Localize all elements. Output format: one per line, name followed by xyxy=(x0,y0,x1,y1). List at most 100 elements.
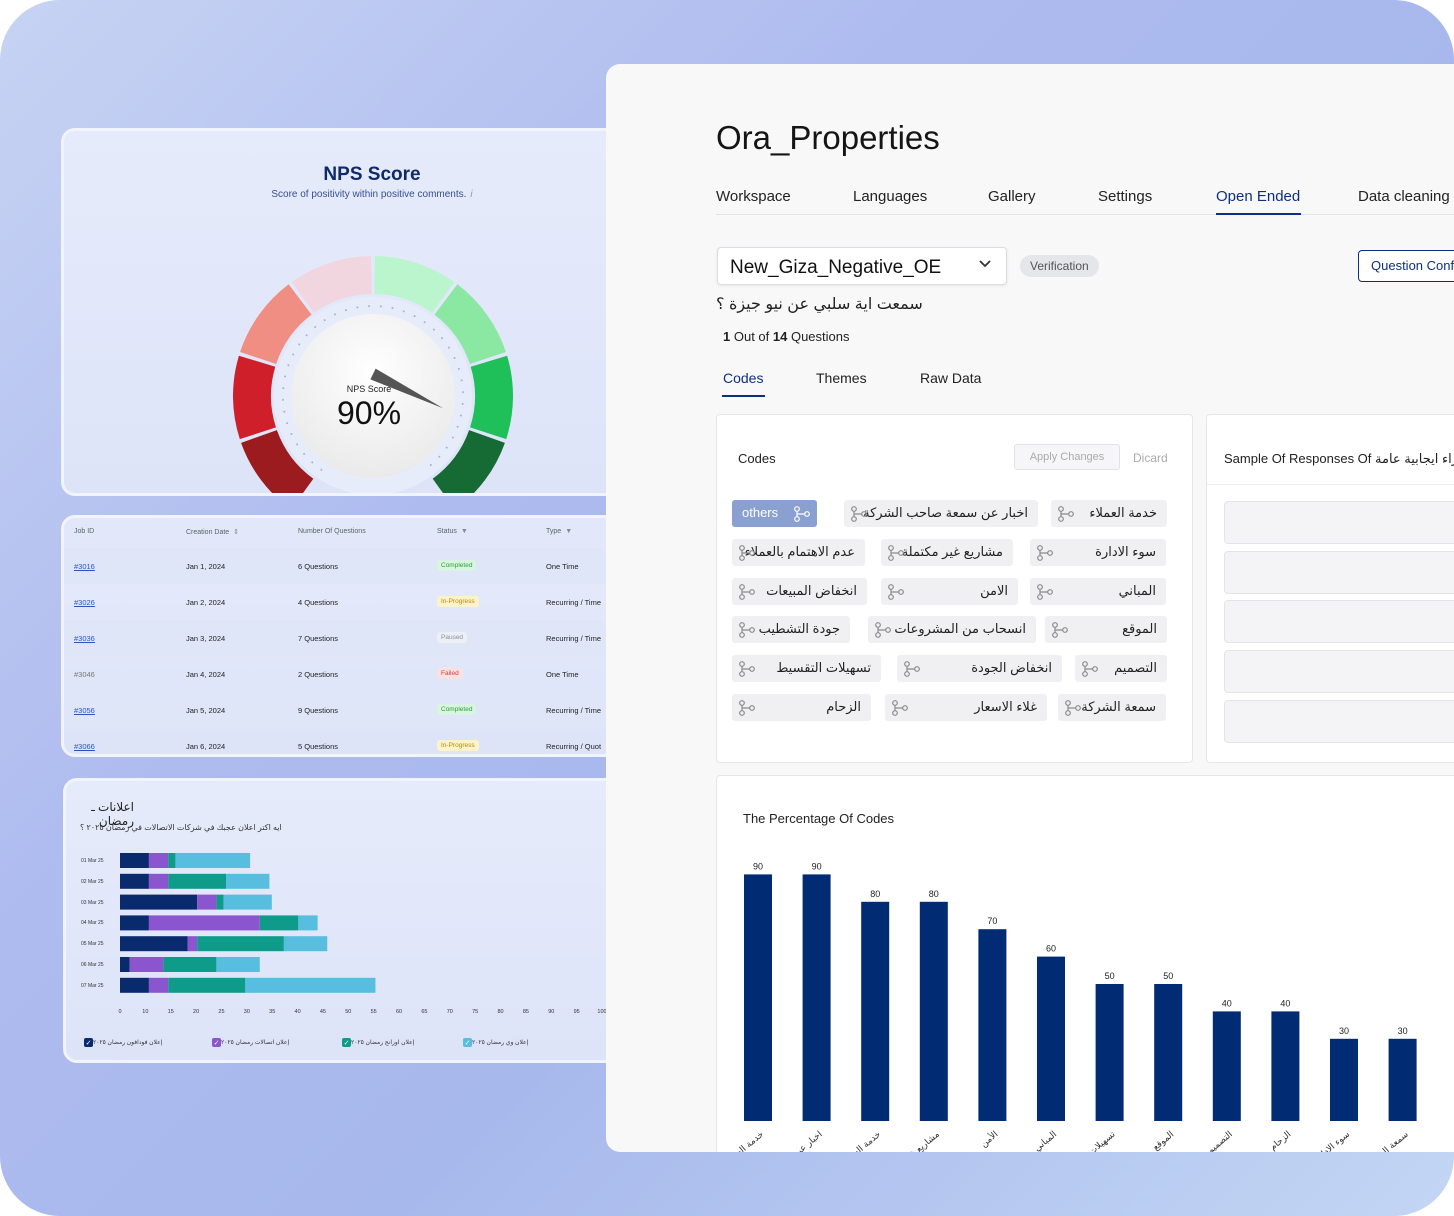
code-chip[interactable]: المباني xyxy=(1030,577,1166,605)
sort-icon[interactable]: ⇕ xyxy=(233,529,240,536)
question-counter-mid: Out of xyxy=(730,329,773,344)
table-row[interactable]: #3046 Jan 4, 2024 2 Questions Failed One Tim… xyxy=(64,656,618,692)
merge-icon[interactable] xyxy=(1036,544,1054,561)
header-status[interactable]: Status ▼ xyxy=(437,528,468,535)
subtab-themes[interactable]: Themes xyxy=(816,370,867,386)
code-label: الزحام xyxy=(826,699,861,714)
merge-icon[interactable] xyxy=(1057,506,1075,522)
question-count: 5 Questions xyxy=(298,742,339,751)
subtab-raw-data[interactable]: Raw Data xyxy=(920,370,982,386)
filter-icon[interactable]: ▼ xyxy=(460,528,468,535)
code-chip[interactable]: غلاء الاسعار xyxy=(885,694,1047,721)
merge-icon[interactable] xyxy=(738,583,756,600)
merge-icon[interactable] xyxy=(850,506,868,522)
checkbox-icon[interactable]: ✓ xyxy=(212,1038,221,1047)
code-chip[interactable]: سمعة الشركة xyxy=(1058,694,1166,721)
job-id-link[interactable]: #3066 xyxy=(74,742,95,751)
legend-item[interactable]: ✓ إعلان اورانج رمضان ٢٠٢٥ xyxy=(338,1038,414,1047)
info-icon[interactable]: i xyxy=(470,189,473,200)
header-type[interactable]: Type ▼ xyxy=(546,528,572,535)
merge-icon[interactable] xyxy=(1081,661,1099,678)
discard-button[interactable]: Dicard xyxy=(1133,451,1168,465)
apply-changes-button[interactable]: Apply Changes xyxy=(1014,444,1120,470)
merge-icon[interactable] xyxy=(891,700,909,716)
y-tick-label: 03 Mar 25 xyxy=(81,899,104,906)
question-counter-suffix: Questions xyxy=(787,329,850,344)
tab-workspace[interactable]: Workspace xyxy=(716,188,791,205)
job-id-link[interactable]: #3056 xyxy=(74,706,95,715)
table-row[interactable]: #3016 Jan 1, 2024 6 Questions Completed One … xyxy=(64,548,618,584)
legend-item[interactable]: ✓ إعلان وي رمضان ٢٠٢٥ xyxy=(459,1038,528,1047)
sample-response-item[interactable] xyxy=(1224,501,1454,544)
code-chip[interactable]: التصميم xyxy=(1075,655,1167,683)
gauge-segment xyxy=(241,430,314,493)
code-chip[interactable]: الموقع xyxy=(1045,616,1167,644)
merge-icon[interactable] xyxy=(903,661,921,678)
checkbox-icon[interactable]: ✓ xyxy=(463,1038,472,1047)
sample-response-item[interactable] xyxy=(1224,650,1454,693)
gauge-tick xyxy=(402,310,405,313)
table-row[interactable]: #3026 Jan 2, 2024 4 Questions In-Progress Re… xyxy=(64,584,618,620)
filter-icon[interactable]: ▼ xyxy=(565,528,573,535)
tab-data-cleaning[interactable]: Data cleaning xyxy=(1358,188,1450,205)
legend-item[interactable]: ✓ إعلان فودافون رمضان ٢٠٢٥ xyxy=(80,1038,162,1047)
header-creation-date[interactable]: Creation Date ⇕ xyxy=(186,528,239,536)
x-tick-label: التصميم xyxy=(1206,1130,1235,1152)
dataset-select-value: New_Giza_Negative_OE xyxy=(730,257,942,278)
tab-gallery[interactable]: Gallery xyxy=(988,188,1036,205)
code-chip[interactable]: الامن xyxy=(881,577,1018,605)
code-chip[interactable]: انخفاض الجودة xyxy=(897,655,1062,683)
checkbox-icon[interactable]: ✓ xyxy=(84,1038,93,1047)
bar-value-label: 50 xyxy=(1163,971,1173,981)
tab-settings[interactable]: Settings xyxy=(1098,188,1153,205)
merge-icon[interactable] xyxy=(738,622,756,639)
merge-icon[interactable] xyxy=(1064,700,1082,716)
nps-card: NPS Score Score of positivity within pos… xyxy=(61,128,621,496)
code-label: انخفاض المبيعات xyxy=(766,582,857,598)
code-chip[interactable]: تسهيلات التقسيط xyxy=(732,655,881,683)
job-id-link[interactable]: #3036 xyxy=(74,634,95,643)
code-chip[interactable]: خدمة العملاء xyxy=(1051,500,1167,527)
checkbox-icon[interactable]: ✓ xyxy=(342,1038,351,1047)
merge-icon[interactable] xyxy=(738,661,756,678)
gauge-tick xyxy=(283,410,286,413)
code-label: others xyxy=(742,505,779,520)
sample-response-item[interactable] xyxy=(1224,700,1454,743)
job-id-link[interactable]: #3016 xyxy=(74,562,95,571)
merge-icon[interactable] xyxy=(793,506,811,522)
merge-icon[interactable] xyxy=(738,544,756,561)
merge-icon[interactable] xyxy=(887,544,905,561)
gauge-face xyxy=(291,314,455,478)
merge-icon[interactable] xyxy=(738,700,756,716)
code-chip[interactable]: جودة التشطيب xyxy=(732,616,850,644)
code-chip[interactable]: انخفاض المبيعات xyxy=(732,577,867,605)
subtab-codes[interactable]: Codes xyxy=(723,370,764,386)
gauge-tick xyxy=(438,455,441,458)
merge-icon[interactable] xyxy=(1051,622,1069,639)
code-chip[interactable]: اخبار عن سمعة صاحب الشركة xyxy=(844,500,1038,527)
legend-item[interactable]: ✓ إعلان اتصالات رمضان ٢٠٢٥ xyxy=(208,1038,289,1047)
code-chip[interactable]: سوء الادارة xyxy=(1030,538,1166,566)
code-chip[interactable]: انسحاب من المشروعات xyxy=(868,616,1036,644)
job-id-link[interactable]: #3026 xyxy=(74,598,95,607)
dataset-select[interactable]: New_Giza_Negative_OE xyxy=(717,247,1007,285)
merge-icon[interactable] xyxy=(874,622,892,639)
merge-icon[interactable] xyxy=(1036,583,1054,600)
merge-icon[interactable] xyxy=(887,583,905,600)
job-type: Recurring / Time xyxy=(546,634,602,643)
code-chip[interactable]: عدم الاهتمام بالعملاء xyxy=(732,538,865,566)
gauge-tick xyxy=(451,436,454,439)
tab-open-ended[interactable]: Open Ended xyxy=(1216,188,1301,205)
x-tick-label: 85 xyxy=(522,1009,529,1015)
table-row[interactable]: #3066 Jan 6, 2024 5 Questions In-Progress Re… xyxy=(64,728,618,754)
table-row[interactable]: #3036 Jan 3, 2024 7 Questions Paused Recurri… xyxy=(64,620,618,656)
table-row[interactable]: #3056 Jan 5, 2024 9 Questions Completed Recu… xyxy=(64,692,618,728)
tab-languages[interactable]: Languages xyxy=(853,188,928,205)
code-chip[interactable]: others xyxy=(732,500,817,527)
sample-response-item[interactable] xyxy=(1224,551,1454,594)
code-chip[interactable]: مشاريع غير مكتملة xyxy=(881,538,1013,566)
sample-response-item[interactable] xyxy=(1224,600,1454,643)
code-chip[interactable]: الزحام xyxy=(732,694,871,721)
question-conf-button[interactable]: Question Conf xyxy=(1358,250,1454,282)
bar-segment xyxy=(129,957,164,972)
